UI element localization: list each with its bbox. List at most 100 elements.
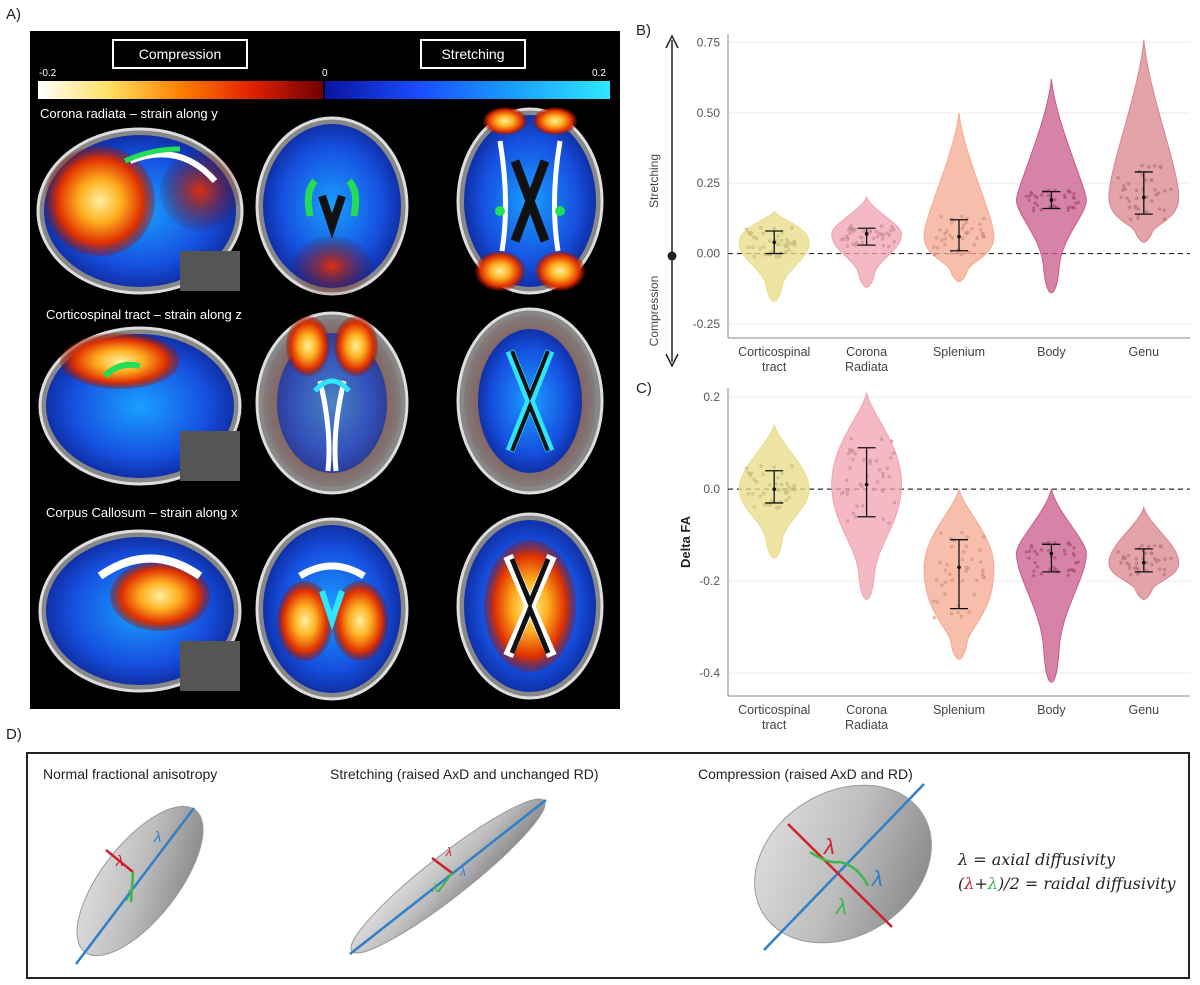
- axial-slice-row3: [456, 512, 604, 700]
- legend-axial-text: λ = axial diffusivity: [958, 850, 1116, 869]
- c-dot-1-11: [845, 488, 850, 493]
- b-dot-3-20: [1031, 206, 1036, 210]
- b-dot-4-0: [1157, 207, 1162, 211]
- c-dot-2-7: [950, 578, 955, 582]
- b-xtick-4: Genu: [1129, 345, 1160, 359]
- c-dot-2-2: [978, 560, 983, 564]
- c-dot-1-25: [888, 456, 893, 460]
- c-dot-0-19: [752, 477, 756, 482]
- c-dot-4-20: [1162, 568, 1167, 572]
- c-dot-2-23: [965, 535, 969, 539]
- panel-c-plot-area: 0.2 0.0 -0.2 -0.4 Corticospinal tract Corona Ra…: [678, 388, 1190, 732]
- legend-radial: (λ+λ)/2 = raidal diffusivity: [958, 874, 1176, 893]
- radial1-axis-compression: [787, 823, 893, 928]
- b-median-2: [957, 234, 961, 239]
- c-dot-4-36: [1133, 565, 1138, 570]
- c-dot-4-0: [1157, 567, 1162, 571]
- b-dot-0-13: [759, 226, 763, 230]
- b-dot-4-24: [1136, 207, 1140, 211]
- c-dot-0-30: [777, 505, 782, 509]
- c-dot-3-26: [1031, 573, 1036, 578]
- b-dot-3-0: [1039, 193, 1044, 197]
- c-dot-0-20: [787, 495, 791, 500]
- b-dot-0-39: [748, 232, 753, 237]
- b-dot-1-15: [848, 231, 852, 235]
- b-dot-3-21: [1071, 195, 1076, 200]
- b-dot-3-22: [1072, 191, 1076, 196]
- b-dot-2-12: [964, 220, 969, 225]
- c-median-2: [957, 565, 961, 570]
- b-dot-2-33: [945, 229, 949, 233]
- b-dot-0-23: [783, 242, 787, 247]
- c-dot-4-6: [1162, 572, 1167, 577]
- c-dot-2-11: [981, 535, 986, 539]
- diagram-title-stretching: Stretching (raised AxD and unchanged RD): [330, 766, 599, 782]
- radial2-axis-normal: [129, 871, 135, 903]
- sagittal-slice-row2: [38, 326, 242, 486]
- c-dot-2-24: [943, 580, 948, 584]
- c-dot-2-35: [972, 592, 977, 597]
- b-xtick-3: Body: [1037, 345, 1066, 359]
- compression-label-box: Compression: [112, 39, 248, 69]
- c-dot-1-35: [854, 514, 858, 519]
- c-dot-0-16: [762, 502, 767, 507]
- b-dot-3-18: [1066, 205, 1071, 210]
- b-dot-0-12: [784, 249, 788, 254]
- c-dot-4-18: [1126, 553, 1131, 558]
- c-dot-0-27: [774, 505, 779, 510]
- c-dot-4-11: [1144, 551, 1148, 556]
- b-dot-4-32: [1158, 165, 1162, 169]
- c-dot-1-39: [874, 459, 879, 463]
- b-dot-3-35: [1033, 194, 1037, 198]
- brain-slices-svg: [36, 107, 604, 701]
- b-dot-3-36: [1066, 188, 1071, 193]
- b-dot-4-11: [1144, 178, 1148, 182]
- b-dot-4-22: [1136, 216, 1140, 220]
- c-dot-4-37: [1149, 551, 1154, 556]
- b-dot-2-37: [935, 246, 940, 250]
- c-dot-4-22: [1136, 572, 1140, 576]
- b-dot-1-26: [855, 240, 859, 245]
- c-dot-1-23: [839, 491, 844, 496]
- radial1-axis-stretching: [431, 857, 453, 874]
- c-dot-2-29: [977, 548, 982, 552]
- c-dot-1-6: [851, 457, 855, 462]
- b-dot-3-37: [1072, 206, 1076, 210]
- c-dot-3-18: [1066, 568, 1071, 573]
- sagittal-slice-row1: [36, 127, 244, 295]
- c-dot-1-0: [853, 452, 857, 456]
- legend-lambda-red: λ: [964, 874, 975, 893]
- b-dot-1-4: [892, 239, 897, 244]
- c-dot-3-0: [1039, 548, 1044, 552]
- c-dot-3-6: [1027, 549, 1032, 554]
- radial2-axis-compression: [809, 850, 870, 887]
- c-dot-2-28: [943, 568, 947, 572]
- coronal-slice-row3: [255, 517, 409, 701]
- b-dot-4-12: [1121, 184, 1126, 188]
- b-dot-4-18: [1126, 182, 1131, 186]
- c-dot-0-13: [759, 464, 763, 468]
- c-dot-0-38: [792, 486, 796, 490]
- c-dot-2-8: [960, 579, 965, 583]
- c-dot-2-18: [967, 610, 971, 615]
- b-dot-2-19: [947, 233, 952, 238]
- b-dot-0-21: [789, 242, 794, 246]
- c-dot-1-18: [849, 436, 853, 441]
- legend-axial: λ = axial diffusivity: [958, 850, 1115, 869]
- c-dot-1-10: [879, 437, 884, 442]
- c-dot-3-10: [1062, 548, 1067, 553]
- panel-d-tensor-diagram: Normal fractional anisotropy Stretching …: [26, 752, 1190, 979]
- c-dot-1-5: [891, 451, 896, 456]
- b-dot-2-16: [939, 215, 943, 219]
- c-dot-1-37: [890, 439, 894, 443]
- c-dot-2-39: [934, 578, 939, 582]
- c-dot-2-30: [932, 615, 937, 620]
- lambda-radial1-stretching: λ: [445, 845, 452, 859]
- b-dot-1-29: [846, 227, 851, 232]
- b-dot-2-8: [960, 236, 965, 241]
- lambda-radial2-normal: λ: [125, 888, 133, 905]
- b-dot-1-27: [849, 227, 854, 231]
- coronal-slice-row2: [255, 311, 409, 495]
- c-dot-4-17: [1154, 559, 1158, 564]
- b-ytick-1: 0.50: [697, 106, 721, 120]
